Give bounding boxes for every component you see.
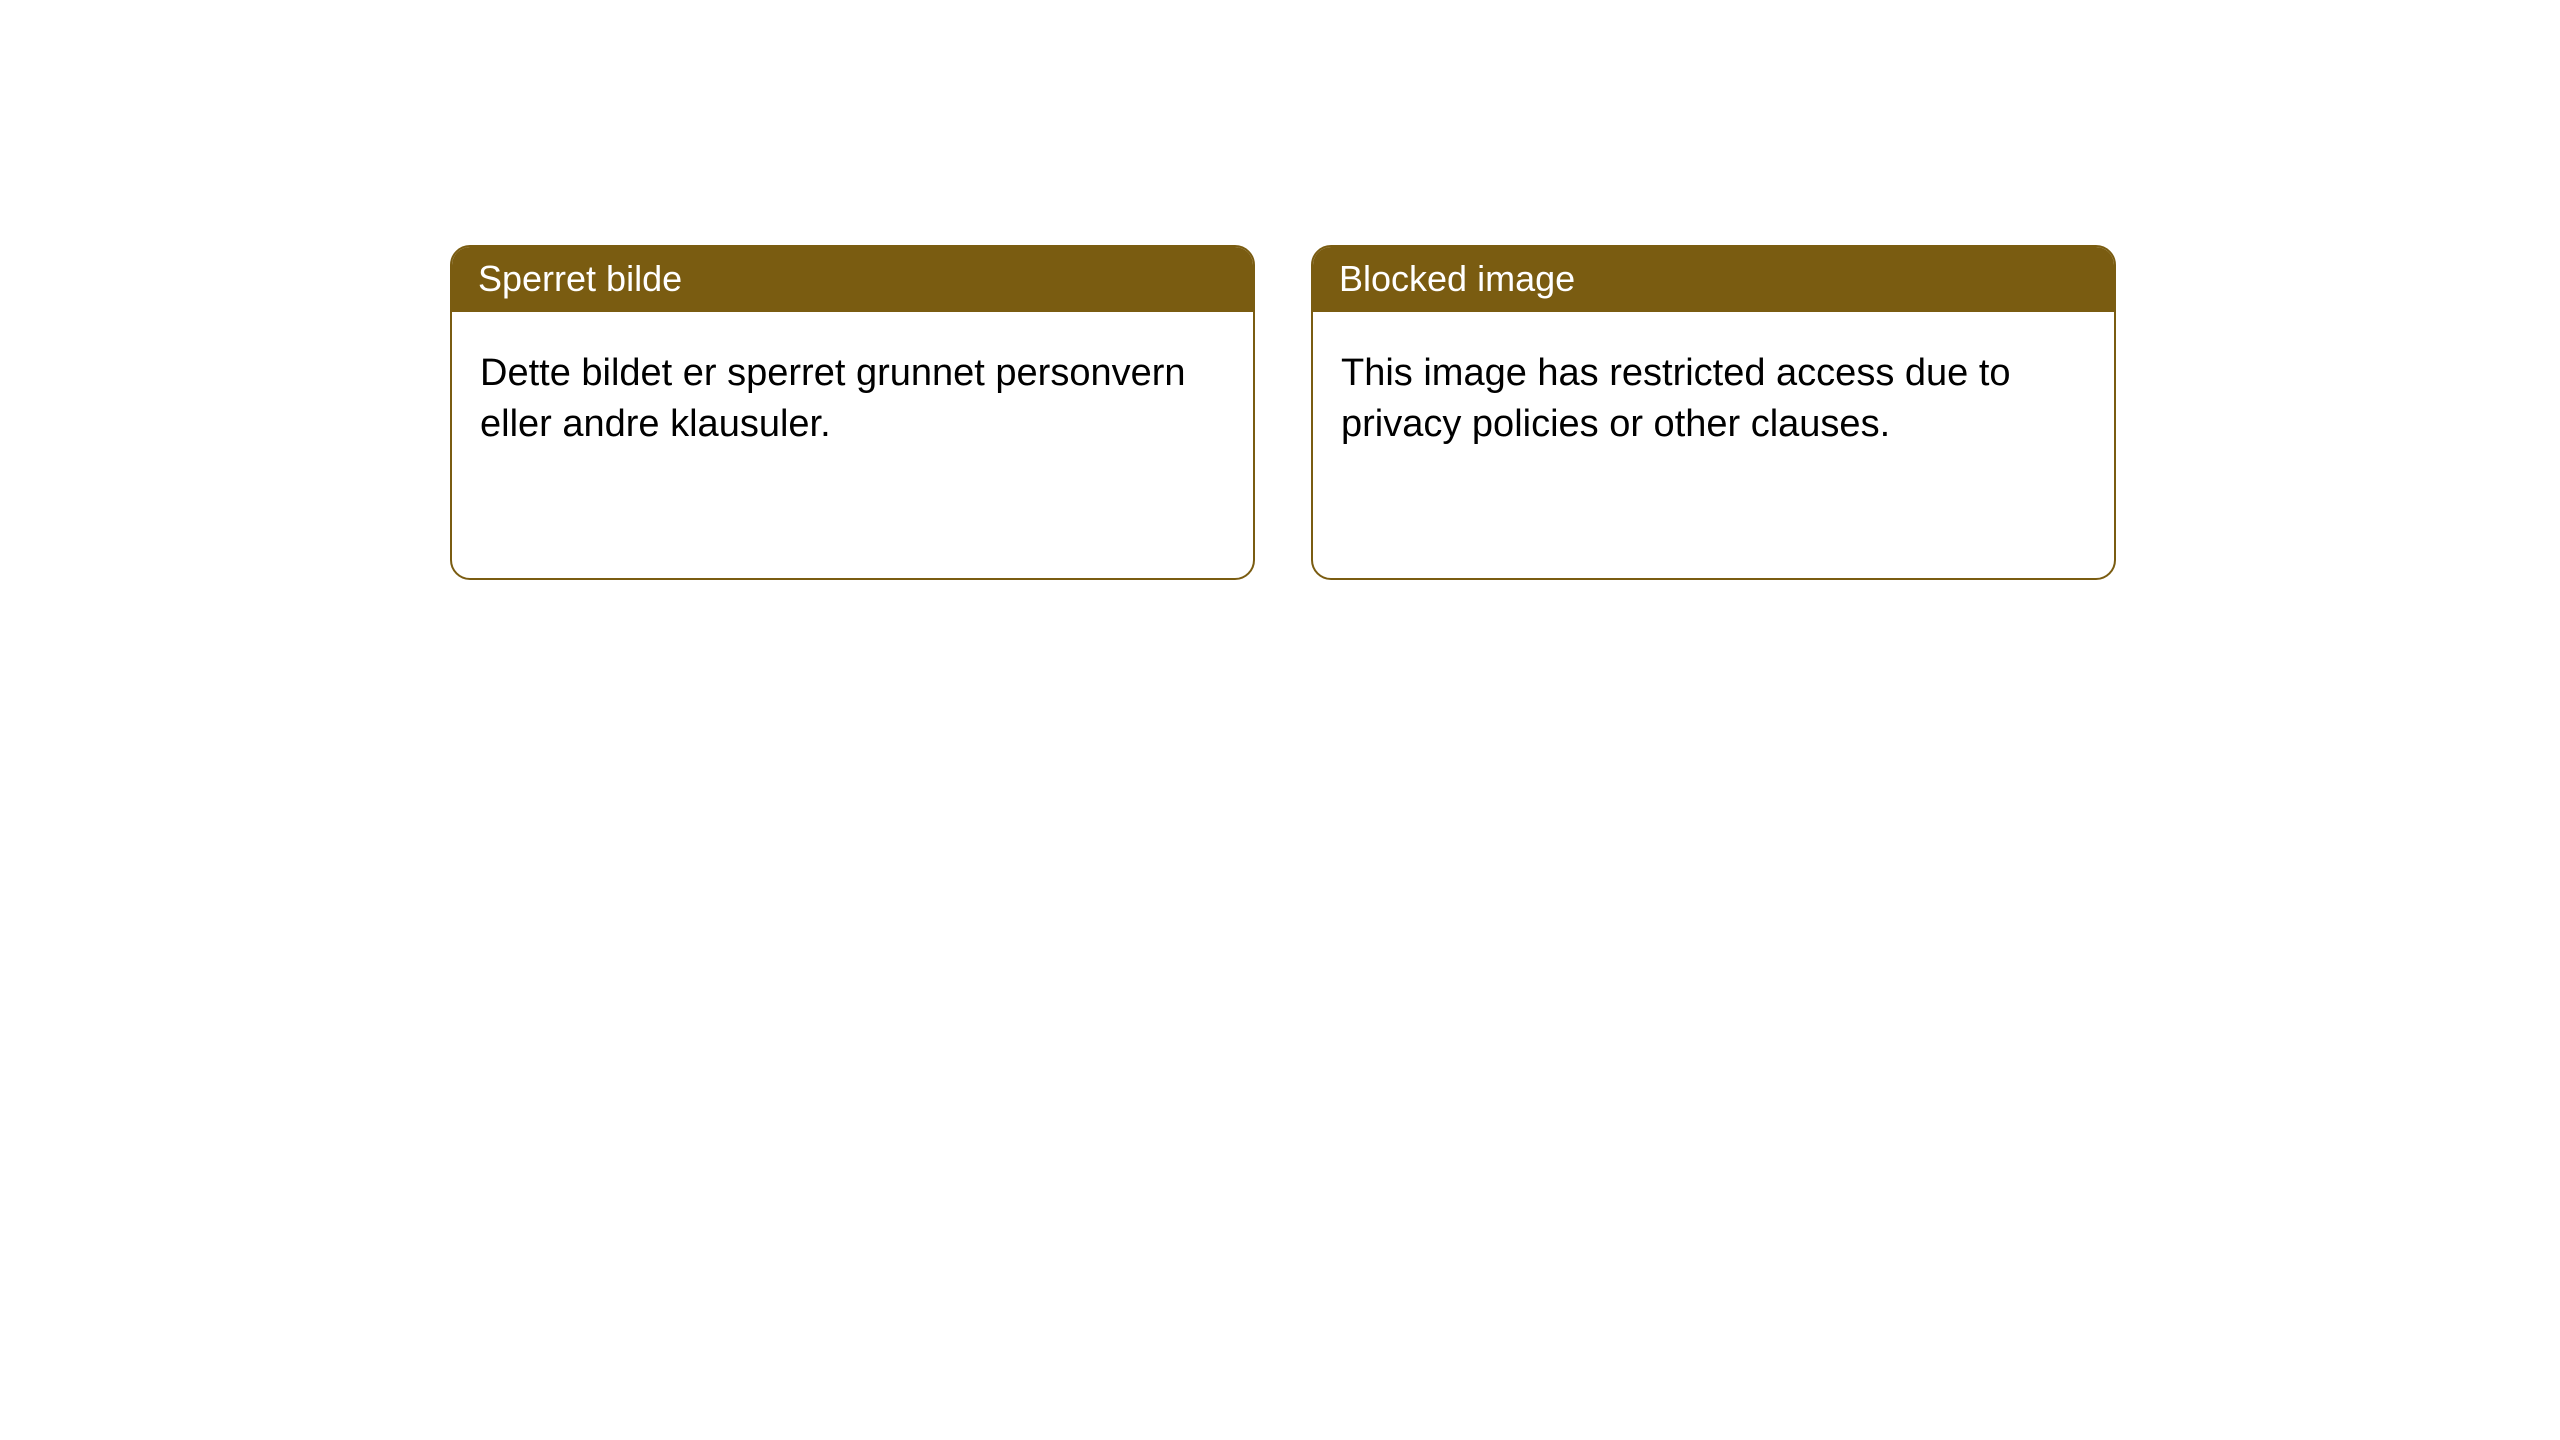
notice-card-norwegian: Sperret bilde Dette bildet er sperret gr… <box>450 245 1255 580</box>
notice-header-english: Blocked image <box>1313 247 2114 312</box>
notice-body-english: This image has restricted access due to … <box>1313 312 2114 487</box>
notice-card-english: Blocked image This image has restricted … <box>1311 245 2116 580</box>
notice-container: Sperret bilde Dette bildet er sperret gr… <box>0 0 2560 580</box>
notice-header-norwegian: Sperret bilde <box>452 247 1253 312</box>
notice-body-norwegian: Dette bildet er sperret grunnet personve… <box>452 312 1253 487</box>
